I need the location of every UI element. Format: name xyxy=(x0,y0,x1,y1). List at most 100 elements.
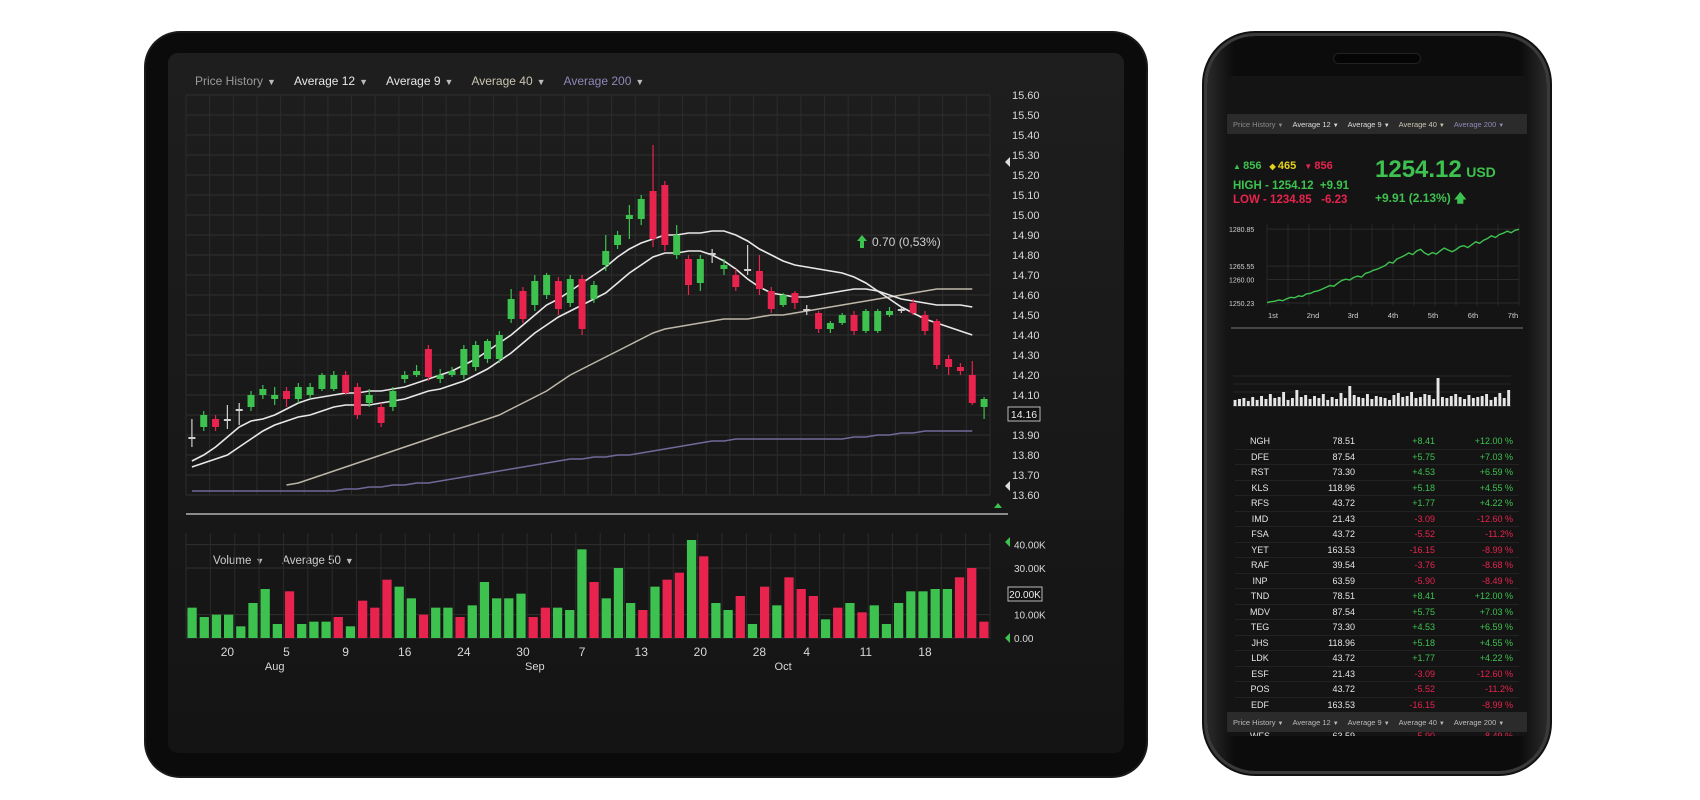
table-row[interactable]: RAF 39.54 -3.76 -8.68 % xyxy=(1235,558,1519,574)
current-volume-box xyxy=(1007,586,1043,602)
table-row[interactable]: MDV 87.54 +5.75 +7.03 % xyxy=(1235,605,1519,620)
table-row[interactable]: RFS 43.72 +1.77 +4.22 % xyxy=(1235,496,1519,512)
candle-body xyxy=(874,311,882,331)
table-row[interactable]: JHS 118.96 +5.18 +4.55 % xyxy=(1235,636,1519,651)
candle-body xyxy=(472,345,480,367)
volume-bar xyxy=(382,579,392,638)
average-40-line xyxy=(286,288,973,486)
volume-tick-label: 10.00K xyxy=(1014,611,1046,622)
table-row[interactable]: FSA 43.72 -5.52 -11.2% xyxy=(1235,527,1519,543)
menu-average-40[interactable]: Average 40 ▼ xyxy=(1399,718,1445,727)
price-cell: 118.96 xyxy=(1328,637,1355,648)
volume-bars xyxy=(187,540,989,638)
change-annotation: 0.70 (0,53%) xyxy=(872,235,941,249)
candle-body xyxy=(436,375,444,379)
table-row[interactable]: YET 163.53 -16.15 -8.99 % xyxy=(1235,543,1519,558)
candle-body xyxy=(909,303,917,313)
menu-average-40[interactable]: Average 40 ▼ xyxy=(471,74,545,88)
candle-body xyxy=(886,311,893,315)
date-tick-label: 7 xyxy=(579,645,586,659)
menu-average-200[interactable]: Average 200 ▼ xyxy=(564,74,645,88)
volume-bar xyxy=(479,582,490,638)
volume-bar xyxy=(699,556,709,638)
phone-volume-bar xyxy=(1343,398,1347,406)
menu-price-history[interactable]: Price History ▼ xyxy=(195,74,276,88)
phone-volume-bar xyxy=(1449,396,1453,406)
volume-bar xyxy=(406,598,416,638)
candle-body xyxy=(637,199,645,219)
menu-price-history[interactable]: Price History ▼ xyxy=(1233,718,1283,727)
menu-average-200[interactable]: Average 200 ▼ xyxy=(1454,718,1504,727)
arrow-up-icon xyxy=(857,235,867,248)
caret-down-icon: ▼ xyxy=(1498,720,1505,727)
menu-average-40[interactable]: Average 40 ▼ xyxy=(1399,120,1445,129)
phone-volume-bar xyxy=(1348,386,1352,406)
table-row[interactable]: TND 78.51 +8.41 +12.00 % xyxy=(1235,589,1519,605)
menu-average-12[interactable]: Average 12 ▼ xyxy=(294,74,368,88)
menu-volume[interactable]: Volume ▼ xyxy=(213,555,264,567)
table-row[interactable]: ESF 21.43 -3.09 -12.60 % xyxy=(1235,667,1519,682)
menu-average-12[interactable]: Average 12 ▼ xyxy=(1292,718,1338,727)
menu-average-9[interactable]: Average 9 ▼ xyxy=(1348,120,1390,129)
phone-volume-bar xyxy=(1480,396,1484,406)
phone-volume-bar xyxy=(1233,400,1237,406)
percent-cell: +4.55 % xyxy=(1479,637,1513,648)
candles xyxy=(188,145,988,447)
symbol-cell: RAF xyxy=(1251,560,1269,570)
price-cell: 73.30 xyxy=(1332,467,1355,477)
average-200-line xyxy=(191,430,973,492)
price-menu: Price History ▼ Average 12 ▼ Average 9 ▼ Av… xyxy=(195,74,644,88)
table-row[interactable]: IMD 21.43 -3.09 -12.60 % xyxy=(1235,512,1519,527)
counter-down-value: 856 xyxy=(1314,160,1333,172)
menu-price-history[interactable]: Price History ▼ xyxy=(1233,120,1283,129)
table-row[interactable]: TEG 73.30 +4.53 +6.59 % xyxy=(1235,620,1519,636)
date-tick-label: 20 xyxy=(221,645,235,659)
symbol-cell: ESF xyxy=(1251,668,1269,679)
date-tick-label: 5 xyxy=(283,645,290,659)
menu-average-9[interactable]: Average 9 ▼ xyxy=(1348,718,1390,727)
candle-body xyxy=(673,235,681,255)
candle-body xyxy=(235,409,243,411)
phone-volume-bar xyxy=(1304,395,1308,406)
date-tick-label: 13 xyxy=(635,645,649,659)
arrow-up-icon: 🡅 xyxy=(1454,191,1467,205)
volume-bar xyxy=(443,607,453,638)
phone-volume-bar xyxy=(1299,397,1303,406)
month-label: Oct xyxy=(775,661,792,673)
table-row[interactable]: EDF 163.53 -16.15 -8.99 % xyxy=(1235,698,1519,713)
table-row[interactable]: POS 43.72 -5.52 -11.2% xyxy=(1235,682,1519,698)
menu-average-50[interactable]: Average 50 ▼ xyxy=(282,555,354,567)
volume-bar xyxy=(808,596,818,638)
table-row[interactable]: INP 63.59 -5.90 -8.49 % xyxy=(1235,574,1519,589)
candle-body xyxy=(212,419,220,427)
high-value: HIGH - 1254.12 +9.91 xyxy=(1233,180,1350,192)
percent-cell: +7.03 % xyxy=(1479,451,1513,462)
table-row[interactable]: WFS 63.59 -5.90 -8.49 % xyxy=(1235,729,1519,737)
change-cell: +1.77 xyxy=(1412,653,1435,663)
price-tick-label: 15.30 xyxy=(1012,150,1040,162)
menu-label: Average 40 xyxy=(1398,717,1437,727)
menu-label: Price History xyxy=(1233,717,1276,727)
menu-average-12[interactable]: Average 12 ▼ xyxy=(1292,120,1338,129)
symbol-cell: NGH xyxy=(1250,436,1270,446)
price-cell: 39.54 xyxy=(1332,560,1355,570)
phone-volume-bar xyxy=(1268,394,1272,406)
volume-bar xyxy=(345,626,356,638)
table-row[interactable]: LDK 43.72 +1.77 +4.22 % xyxy=(1235,651,1519,667)
volume-bar xyxy=(723,610,733,638)
table-row[interactable]: RST 73.30 +4.53 +6.59 % xyxy=(1235,465,1519,481)
stock-table: NGH 78.51 +8.41 +12.00 % DFE 87.54 +5.75 +7.03 … xyxy=(1235,434,1519,736)
menu-average-200[interactable]: Average 200 ▼ xyxy=(1454,120,1504,129)
table-row[interactable]: DFE 87.54 +5.75 +7.03 % xyxy=(1235,450,1519,465)
symbol-cell: EDF xyxy=(1251,699,1269,710)
date-tick-label: 4 xyxy=(803,645,810,659)
candle-body xyxy=(401,375,409,379)
table-row[interactable]: NGH 78.51 +8.41 +12.00 % xyxy=(1235,434,1519,450)
menu-average-9[interactable]: Average 9 ▼ xyxy=(386,74,453,88)
volume-bar xyxy=(601,598,611,638)
table-row[interactable]: KLS 118.96 +5.18 +4.55 % xyxy=(1235,481,1519,496)
arrow-left-icon xyxy=(1005,537,1010,547)
phone-volume-bar xyxy=(1286,400,1290,406)
price-tick-label: 14.30 xyxy=(1012,350,1040,362)
change-cell: -3.09 xyxy=(1414,513,1435,524)
